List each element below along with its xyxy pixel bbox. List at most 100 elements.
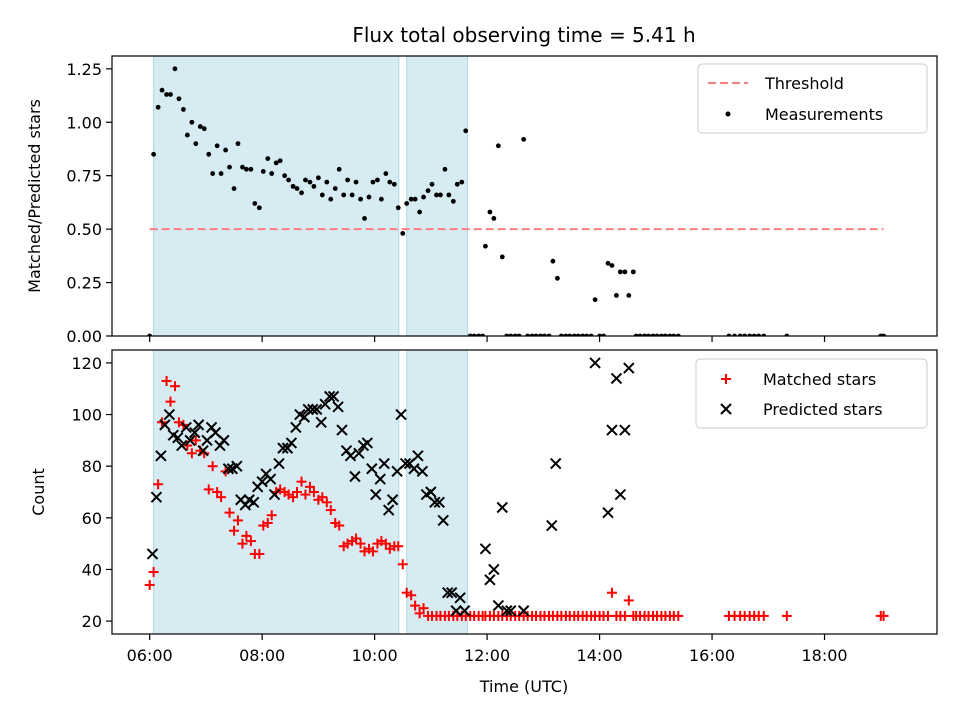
measurement-point xyxy=(400,231,406,236)
predicted-star-point xyxy=(488,563,500,576)
bottom-axes-frame xyxy=(111,349,938,635)
matched-star-point xyxy=(207,461,218,472)
measurement-point xyxy=(614,292,619,298)
predicted-star-point xyxy=(310,403,323,416)
measurement-point xyxy=(550,258,556,264)
measurement-point xyxy=(341,192,347,198)
measurement-point xyxy=(362,216,367,221)
measurement-point xyxy=(442,166,448,172)
bottom-y-tick-label: 80 xyxy=(82,457,102,476)
predicted-star-point xyxy=(256,475,268,488)
measurement-point xyxy=(554,275,560,281)
matched-star-point xyxy=(878,610,889,621)
predicted-star-point xyxy=(323,390,336,403)
matched-star-point xyxy=(262,517,273,528)
measurement-point xyxy=(429,181,435,187)
measurement-point xyxy=(622,269,628,275)
predicted-star-point xyxy=(344,450,357,462)
matched-star-point xyxy=(334,520,345,531)
measurement-point xyxy=(307,179,313,185)
matched-star-point xyxy=(237,538,248,549)
top-y-tick-label: 0.00 xyxy=(66,327,102,346)
measurement-point xyxy=(521,136,527,142)
bottom-y-tick-label: 100 xyxy=(71,406,102,425)
predicted-star-point xyxy=(505,605,517,617)
bottom-panel: 20 40 60 80 100 120 06:00 08:00 10:00 12:00 14:00… xyxy=(29,349,938,696)
measurement-point xyxy=(151,151,157,157)
predicted-star-point xyxy=(218,434,230,447)
measurement-point xyxy=(626,292,632,298)
predicted-star-point xyxy=(188,426,201,439)
predicted-star-point xyxy=(222,463,235,475)
measurement-point xyxy=(244,166,249,172)
top-x-ticks xyxy=(149,336,826,342)
legend-predicted-swatch xyxy=(720,403,732,415)
measurement-point xyxy=(201,126,207,132)
bottom-x-tick-label: 12:00 xyxy=(464,646,510,665)
measurement-point xyxy=(487,209,493,215)
measurement-point xyxy=(168,92,173,97)
matched-star-point xyxy=(232,515,243,526)
predicted-star-point xyxy=(307,403,319,416)
predicted-star-point xyxy=(231,460,243,472)
bottom-y-tick-label: 60 xyxy=(82,509,102,528)
predicted-star-point xyxy=(445,586,458,599)
matched-star-point xyxy=(410,600,421,611)
predicted-star-point xyxy=(155,450,167,462)
matched-star-point xyxy=(673,610,684,621)
measurement-point xyxy=(269,171,275,176)
predicted-star-point xyxy=(264,473,277,485)
predicted-star-point xyxy=(336,424,348,436)
predicted-star-point xyxy=(412,450,424,462)
measurement-point xyxy=(256,205,262,211)
measurement-point xyxy=(206,151,212,157)
measurement-point xyxy=(332,186,338,191)
measurement-point xyxy=(303,177,308,183)
predicted-star-point xyxy=(370,488,382,501)
measurement-point xyxy=(459,179,465,185)
measurement-point xyxy=(366,194,372,200)
measurement-point xyxy=(248,166,254,172)
predicted-star-point xyxy=(425,486,437,498)
matched-star-point xyxy=(414,608,425,619)
predicted-star-point xyxy=(395,408,407,421)
measurement-point xyxy=(159,87,165,93)
measurement-point xyxy=(319,192,325,198)
matched-star-point xyxy=(380,538,391,549)
matched-star-point xyxy=(623,595,634,606)
predicted-star-point xyxy=(176,439,188,452)
top-legend: Threshold Measurements xyxy=(697,63,928,134)
top-y-tick-label: 0.25 xyxy=(66,274,102,293)
legend-matched-label: Matched stars xyxy=(763,370,876,389)
matched-star-point xyxy=(758,610,769,621)
predicted-star-point xyxy=(492,599,505,612)
bottom-x-tick-label: 08:00 xyxy=(239,646,285,665)
matched-star-point xyxy=(245,536,256,547)
predicted-star-point xyxy=(386,494,399,506)
top-y-tick-label: 1.00 xyxy=(66,113,102,132)
measurement-point xyxy=(155,104,161,110)
measurement-point xyxy=(172,66,178,72)
measurement-point xyxy=(193,141,199,147)
predicted-star-point xyxy=(366,463,378,475)
measurement-point xyxy=(391,181,397,187)
measurement-point xyxy=(176,96,182,102)
top-y-ticks: 0.00 0.25 0.50 0.75 1.00 1.25 xyxy=(66,60,112,346)
measurement-point xyxy=(592,297,598,303)
predicted-star-point xyxy=(546,519,558,532)
measurement-point xyxy=(273,160,279,166)
predicted-star-point xyxy=(454,592,466,604)
measurement-point xyxy=(345,177,351,183)
bottom-legend: Matched stars Predicted stars xyxy=(695,358,928,429)
predicted-star-point xyxy=(382,504,395,516)
measurement-point xyxy=(235,141,241,147)
matched-star-point xyxy=(165,396,176,407)
predicted-star-point xyxy=(197,444,209,457)
matched-star-point xyxy=(418,603,429,614)
predicted-star-point xyxy=(496,501,508,514)
measurement-point xyxy=(184,132,190,138)
bottom-y-ticks: 20 40 60 80 100 120 xyxy=(71,354,112,631)
predicted-star-point xyxy=(302,403,314,416)
predicted-star-point xyxy=(315,416,327,428)
matched-star-point xyxy=(619,610,630,621)
